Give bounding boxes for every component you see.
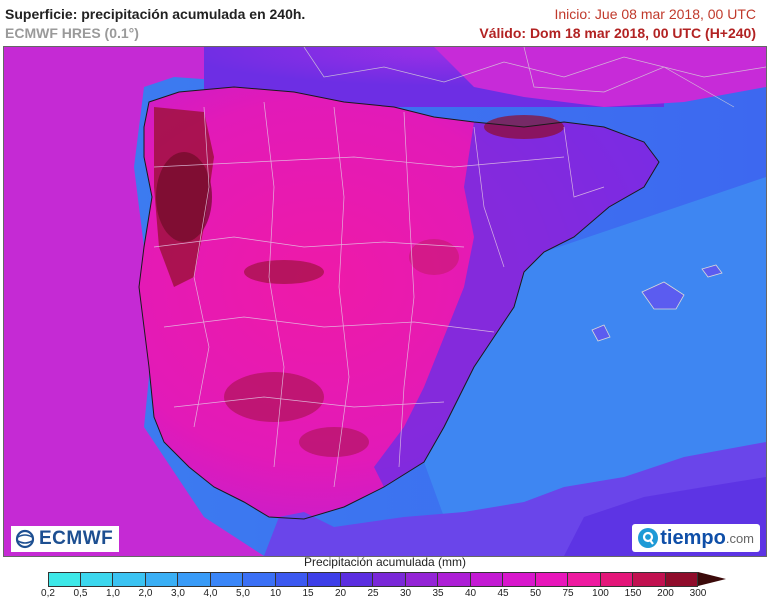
legend-tick-label: 50: [529, 588, 542, 599]
ecmwf-logo: ECMWF: [11, 526, 120, 552]
rain-cuenca: [409, 239, 459, 275]
france-borders: [303, 47, 766, 108]
legend-ticks: 0,2 0,5 1,0 2,0 3,0 4,0 5,0 10 15 20 25 30 35 40 45 50 7…: [41, 588, 706, 601]
legend-color-cell: [665, 573, 698, 586]
legend-tick-label: 20: [334, 588, 347, 599]
legend-color-cell: [340, 573, 373, 586]
legend-tick-label: 75: [562, 588, 574, 599]
ibiza-island: [591, 324, 611, 342]
iberia-coastline: [138, 86, 660, 520]
legend-color-cell: [243, 573, 276, 586]
ecmwf-globe-icon: [15, 529, 35, 549]
legend-tick-label: 4,0: [203, 588, 218, 599]
legend-color-cell: [275, 573, 308, 586]
tiempo-logo-suffix: .com: [725, 530, 754, 546]
tiempo-logo: tiempo .com: [632, 524, 760, 552]
legend-color-cell: [470, 573, 503, 586]
mallorca-island: [641, 281, 685, 310]
legend-color-cell: [405, 573, 438, 586]
legend-color-cell: [210, 573, 243, 586]
map-canvas: [4, 47, 766, 556]
legend-tick-label: 1,0: [106, 588, 120, 599]
model-label: ECMWF HRES (0.1°): [5, 25, 139, 41]
header-left: Superficie: precipitación acumulada en 2…: [5, 6, 305, 43]
legend-color-cell: [48, 573, 81, 586]
legend-tick-label: 5,0: [236, 588, 250, 599]
legend-tick-label: 45: [497, 588, 509, 599]
legend-colorbar: [48, 572, 698, 587]
legend-tick-label: 2,0: [138, 588, 153, 599]
legend-tick-label: 200: [657, 588, 674, 599]
legend-tick-label: 0,5: [73, 588, 88, 599]
legend-overflow-arrow: [698, 572, 726, 586]
legend-tick-label: 10: [269, 588, 282, 599]
legend-tick-label: 40: [464, 588, 477, 599]
legend-color-cell: [373, 573, 406, 586]
legend-tick-label: 100: [592, 588, 609, 599]
legend-tick-label: 35: [432, 588, 444, 599]
legend-tick-label: 300: [689, 588, 707, 599]
menorca-island: [701, 264, 723, 278]
legend-tick-label: 0,2: [41, 588, 55, 599]
legend-color-cell: [503, 573, 536, 586]
heavy-rain-andalusia: [299, 427, 369, 457]
precipitation-map: ECMWF tiempo .com: [3, 46, 767, 557]
legend-color-cell: [178, 573, 211, 586]
legend-color-cell: [145, 573, 178, 586]
france-area: [434, 47, 766, 107]
tiempo-logo-text: tiempo: [660, 526, 726, 549]
heavy-rain-south: [224, 372, 324, 422]
legend-color-cell: [633, 573, 666, 586]
legend-tick-label: 15: [302, 588, 314, 599]
heavy-rain-central: [244, 260, 324, 284]
legend-tick-label: 150: [624, 588, 642, 599]
legend-tick-label: 30: [399, 588, 412, 599]
legend-color-cell: [568, 573, 601, 586]
atlantic-area: [4, 47, 324, 556]
legend-color-cell: [438, 573, 471, 586]
tiempo-icon: [638, 528, 659, 548]
province-borders: [153, 101, 605, 488]
legend-color-cell: [600, 573, 633, 586]
init-time: Inicio: Jue 08 mar 2018, 00 UTC: [554, 6, 756, 22]
legend-tick-label: 25: [367, 588, 379, 599]
legend-color-cell: [308, 573, 341, 586]
east-transition: [374, 122, 659, 487]
legend-color-cell: [113, 573, 146, 586]
legend-tick-label: 3,0: [171, 588, 185, 599]
mediterranean-sea: [424, 177, 766, 517]
legend-title: Precipitación acumulada (mm): [303, 555, 467, 569]
legend-color-cell: [535, 573, 568, 586]
valid-time: Válido: Dom 18 mar 2018, 00 UTC (H+240): [479, 25, 756, 41]
map-title: Superficie: precipitación acumulada en 2…: [5, 6, 306, 22]
legend-color-cell: [80, 573, 113, 586]
max-rain-galicia: [156, 152, 212, 242]
header-right: Inicio: Jue 08 mar 2018, 00 UTC Válido: …: [479, 6, 756, 43]
ecmwf-logo-text: ECMWF: [39, 528, 114, 549]
